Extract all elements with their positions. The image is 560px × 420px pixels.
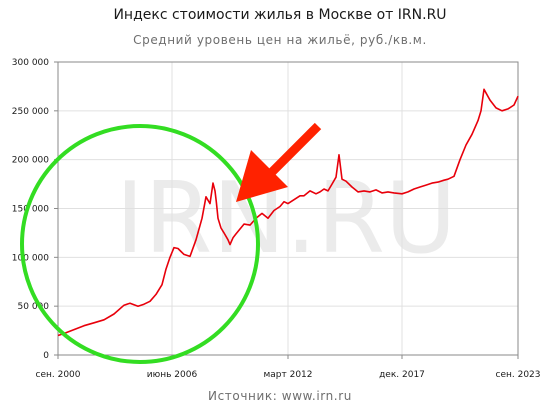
y-axis-ticks: 0 50 000 100 000 150 000 200 000 250 000 300 0… bbox=[12, 58, 58, 361]
arrow-shaft bbox=[268, 122, 322, 176]
x-tick-label: март 2012 bbox=[263, 370, 312, 380]
annotations bbox=[20, 122, 322, 364]
y-tick-label: 50 000 bbox=[18, 302, 50, 312]
x-tick-label: июнь 2006 bbox=[147, 370, 198, 380]
x-tick-label: сен. 2023 bbox=[496, 370, 541, 380]
x-tick-label: дек. 2017 bbox=[379, 370, 425, 380]
watermark-text: IRN.RU bbox=[115, 162, 456, 276]
y-tick-label: 300 000 bbox=[12, 58, 49, 68]
y-tick-label: 100 000 bbox=[12, 253, 49, 263]
highlight-circle bbox=[20, 124, 260, 364]
y-tick-label: 0 bbox=[43, 351, 49, 361]
y-tick-label: 250 000 bbox=[12, 107, 49, 117]
arrow-head bbox=[236, 150, 288, 202]
chart-subtitle: Средний уровень цен на жильё, руб./кв.м. bbox=[133, 33, 427, 47]
chart-title: Индекс стоимости жилья в Москве от IRN.R… bbox=[113, 7, 447, 23]
price-index-line bbox=[57, 88, 519, 337]
y-tick-label: 200 000 bbox=[12, 156, 49, 166]
grid-lines bbox=[58, 62, 518, 355]
x-tick-label: сен. 2000 bbox=[36, 370, 81, 380]
source-caption: Источник: www.irn.ru bbox=[208, 389, 352, 403]
y-tick-label: 150 000 bbox=[12, 205, 49, 215]
